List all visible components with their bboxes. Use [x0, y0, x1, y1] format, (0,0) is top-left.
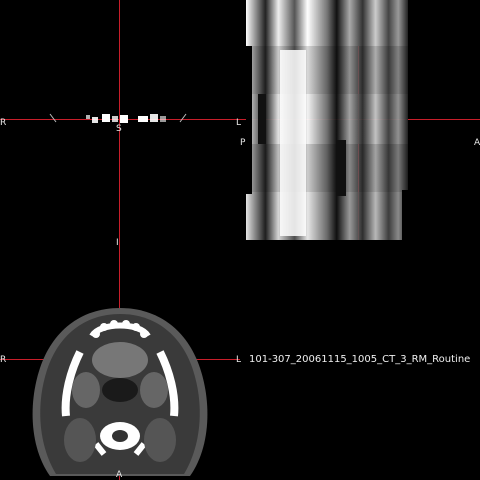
coronal-label-left: R: [0, 118, 7, 128]
coronal-view[interactable]: [40, 110, 200, 130]
axial-slice-image: [32, 308, 208, 476]
sagittal-slab-image: [246, 0, 408, 240]
coronal-label-right: L: [236, 118, 242, 128]
axial-label-right: L: [236, 355, 242, 365]
coronal-label-top: S: [116, 124, 122, 134]
sagittal-view[interactable]: [246, 0, 408, 240]
coronal-slab-image: [49, 113, 187, 123]
axial-view[interactable]: [0, 240, 240, 480]
series-label: 101-307_20061115_1005_CT_3_RM_Routine: [249, 354, 471, 365]
sagittal-label-right: A: [474, 138, 480, 148]
axial-label-left: R: [0, 355, 7, 365]
axial-label-bottom: A: [116, 470, 123, 480]
sagittal-label-left: P: [240, 138, 246, 148]
coronal-label-bottom: I: [116, 238, 119, 248]
